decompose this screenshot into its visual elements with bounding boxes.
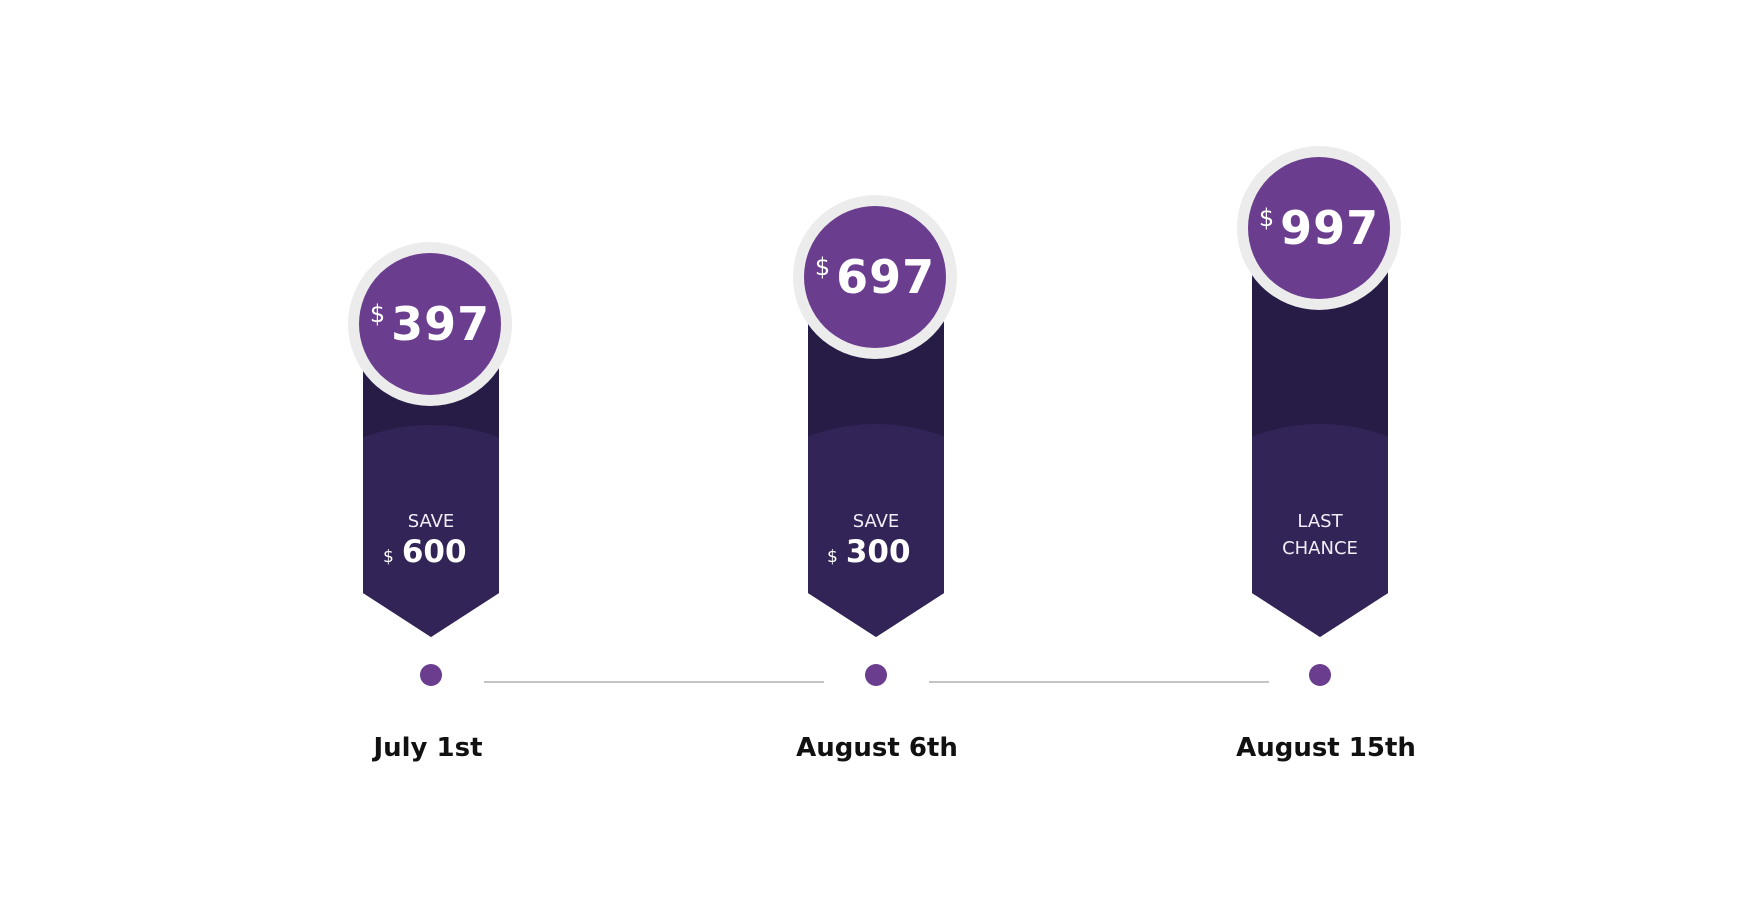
timeline-line-1 (484, 681, 824, 683)
save-value: 600 (401, 534, 467, 570)
timeline-dot-3 (1309, 664, 1331, 686)
price-currency: $ (814, 253, 831, 281)
save-amount: $ 300 (827, 534, 911, 570)
last-chance-line-2: CHANCE (1282, 538, 1358, 559)
last-chance-label: LAST CHANCE (1250, 508, 1390, 562)
last-chance-line-1: LAST (1297, 511, 1343, 532)
price-amount: 697 (836, 250, 936, 304)
date-label-2: August 6th (796, 733, 958, 763)
price-badge-tier-2: $ 697 (804, 206, 946, 348)
banner-tier-3 (1252, 257, 1388, 637)
price-badge-tier-1: $ 397 (359, 253, 501, 395)
save-label: SAVE (407, 511, 455, 532)
timeline-dot-2 (865, 664, 887, 686)
save-label: SAVE (852, 511, 900, 532)
save-currency: $ (827, 547, 838, 567)
price-amount: 997 (1280, 201, 1380, 255)
timeline-line-2 (929, 681, 1269, 683)
save-amount: $ 600 (383, 534, 467, 570)
banner-tier-1 (363, 350, 499, 637)
save-value: 300 (845, 534, 911, 570)
timeline-dot-1 (420, 664, 442, 686)
date-label-3: August 15th (1236, 733, 1416, 763)
price-badge-tier-3: $ 997 (1248, 157, 1390, 299)
price-amount: 397 (391, 297, 491, 351)
save-currency: $ (383, 547, 394, 567)
price-currency: $ (1258, 204, 1275, 232)
date-label-1: July 1st (373, 733, 483, 763)
banner-tier-2 (808, 304, 944, 637)
price-currency: $ (369, 300, 386, 328)
